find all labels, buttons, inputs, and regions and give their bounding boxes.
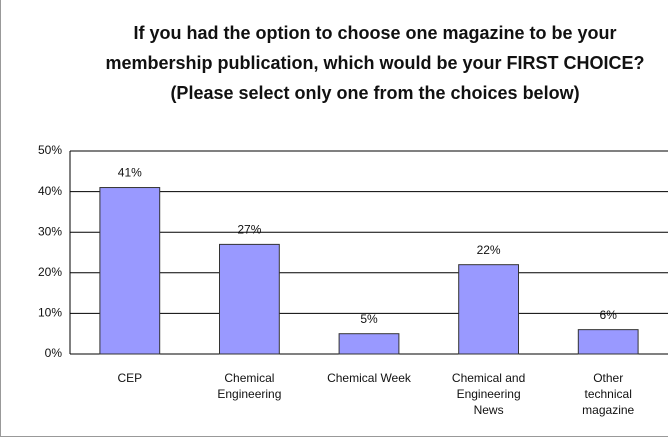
- x-tick-label: Chemical Engineering: [217, 371, 281, 401]
- x-tick-label: Other technical magazine: [582, 371, 634, 417]
- x-tick-label: CEP: [117, 371, 142, 385]
- bar: [99, 187, 161, 355]
- x-tick-line: Other: [593, 371, 623, 385]
- x-tick-line: Engineering: [217, 387, 281, 401]
- bar: [338, 333, 400, 355]
- x-tick-line: Engineering: [457, 387, 521, 401]
- x-tick-line: Chemical Week: [327, 371, 412, 385]
- x-tick-line: CEP: [117, 371, 142, 385]
- value-label: 5%: [360, 312, 378, 326]
- y-tick-label: 50%: [38, 143, 62, 157]
- x-tick-label: Chemical and Engineering News: [452, 371, 525, 417]
- x-tick-line: Chemical and: [452, 371, 525, 385]
- x-tick-line: News: [474, 403, 504, 417]
- y-tick-label: 10%: [38, 306, 62, 320]
- value-label: 41%: [118, 166, 142, 180]
- y-tick-label: 20%: [38, 265, 62, 279]
- y-tick-label: 0%: [45, 346, 63, 360]
- x-tick-line: magazine: [582, 403, 634, 417]
- bar: [219, 243, 280, 355]
- value-label: 22%: [477, 243, 501, 257]
- value-label: 27%: [237, 223, 261, 237]
- x-tick-label: Chemical Week: [327, 371, 412, 385]
- bar: [458, 264, 520, 355]
- y-tick-label: 40%: [38, 184, 62, 198]
- bar: [577, 329, 639, 355]
- y-tick-label: 30%: [38, 224, 62, 238]
- x-tick-line: technical: [585, 387, 632, 401]
- x-tick-line: Chemical: [224, 371, 274, 385]
- chart-title: If you had the option to choose one maga…: [105, 23, 645, 103]
- value-label: 6%: [600, 308, 618, 322]
